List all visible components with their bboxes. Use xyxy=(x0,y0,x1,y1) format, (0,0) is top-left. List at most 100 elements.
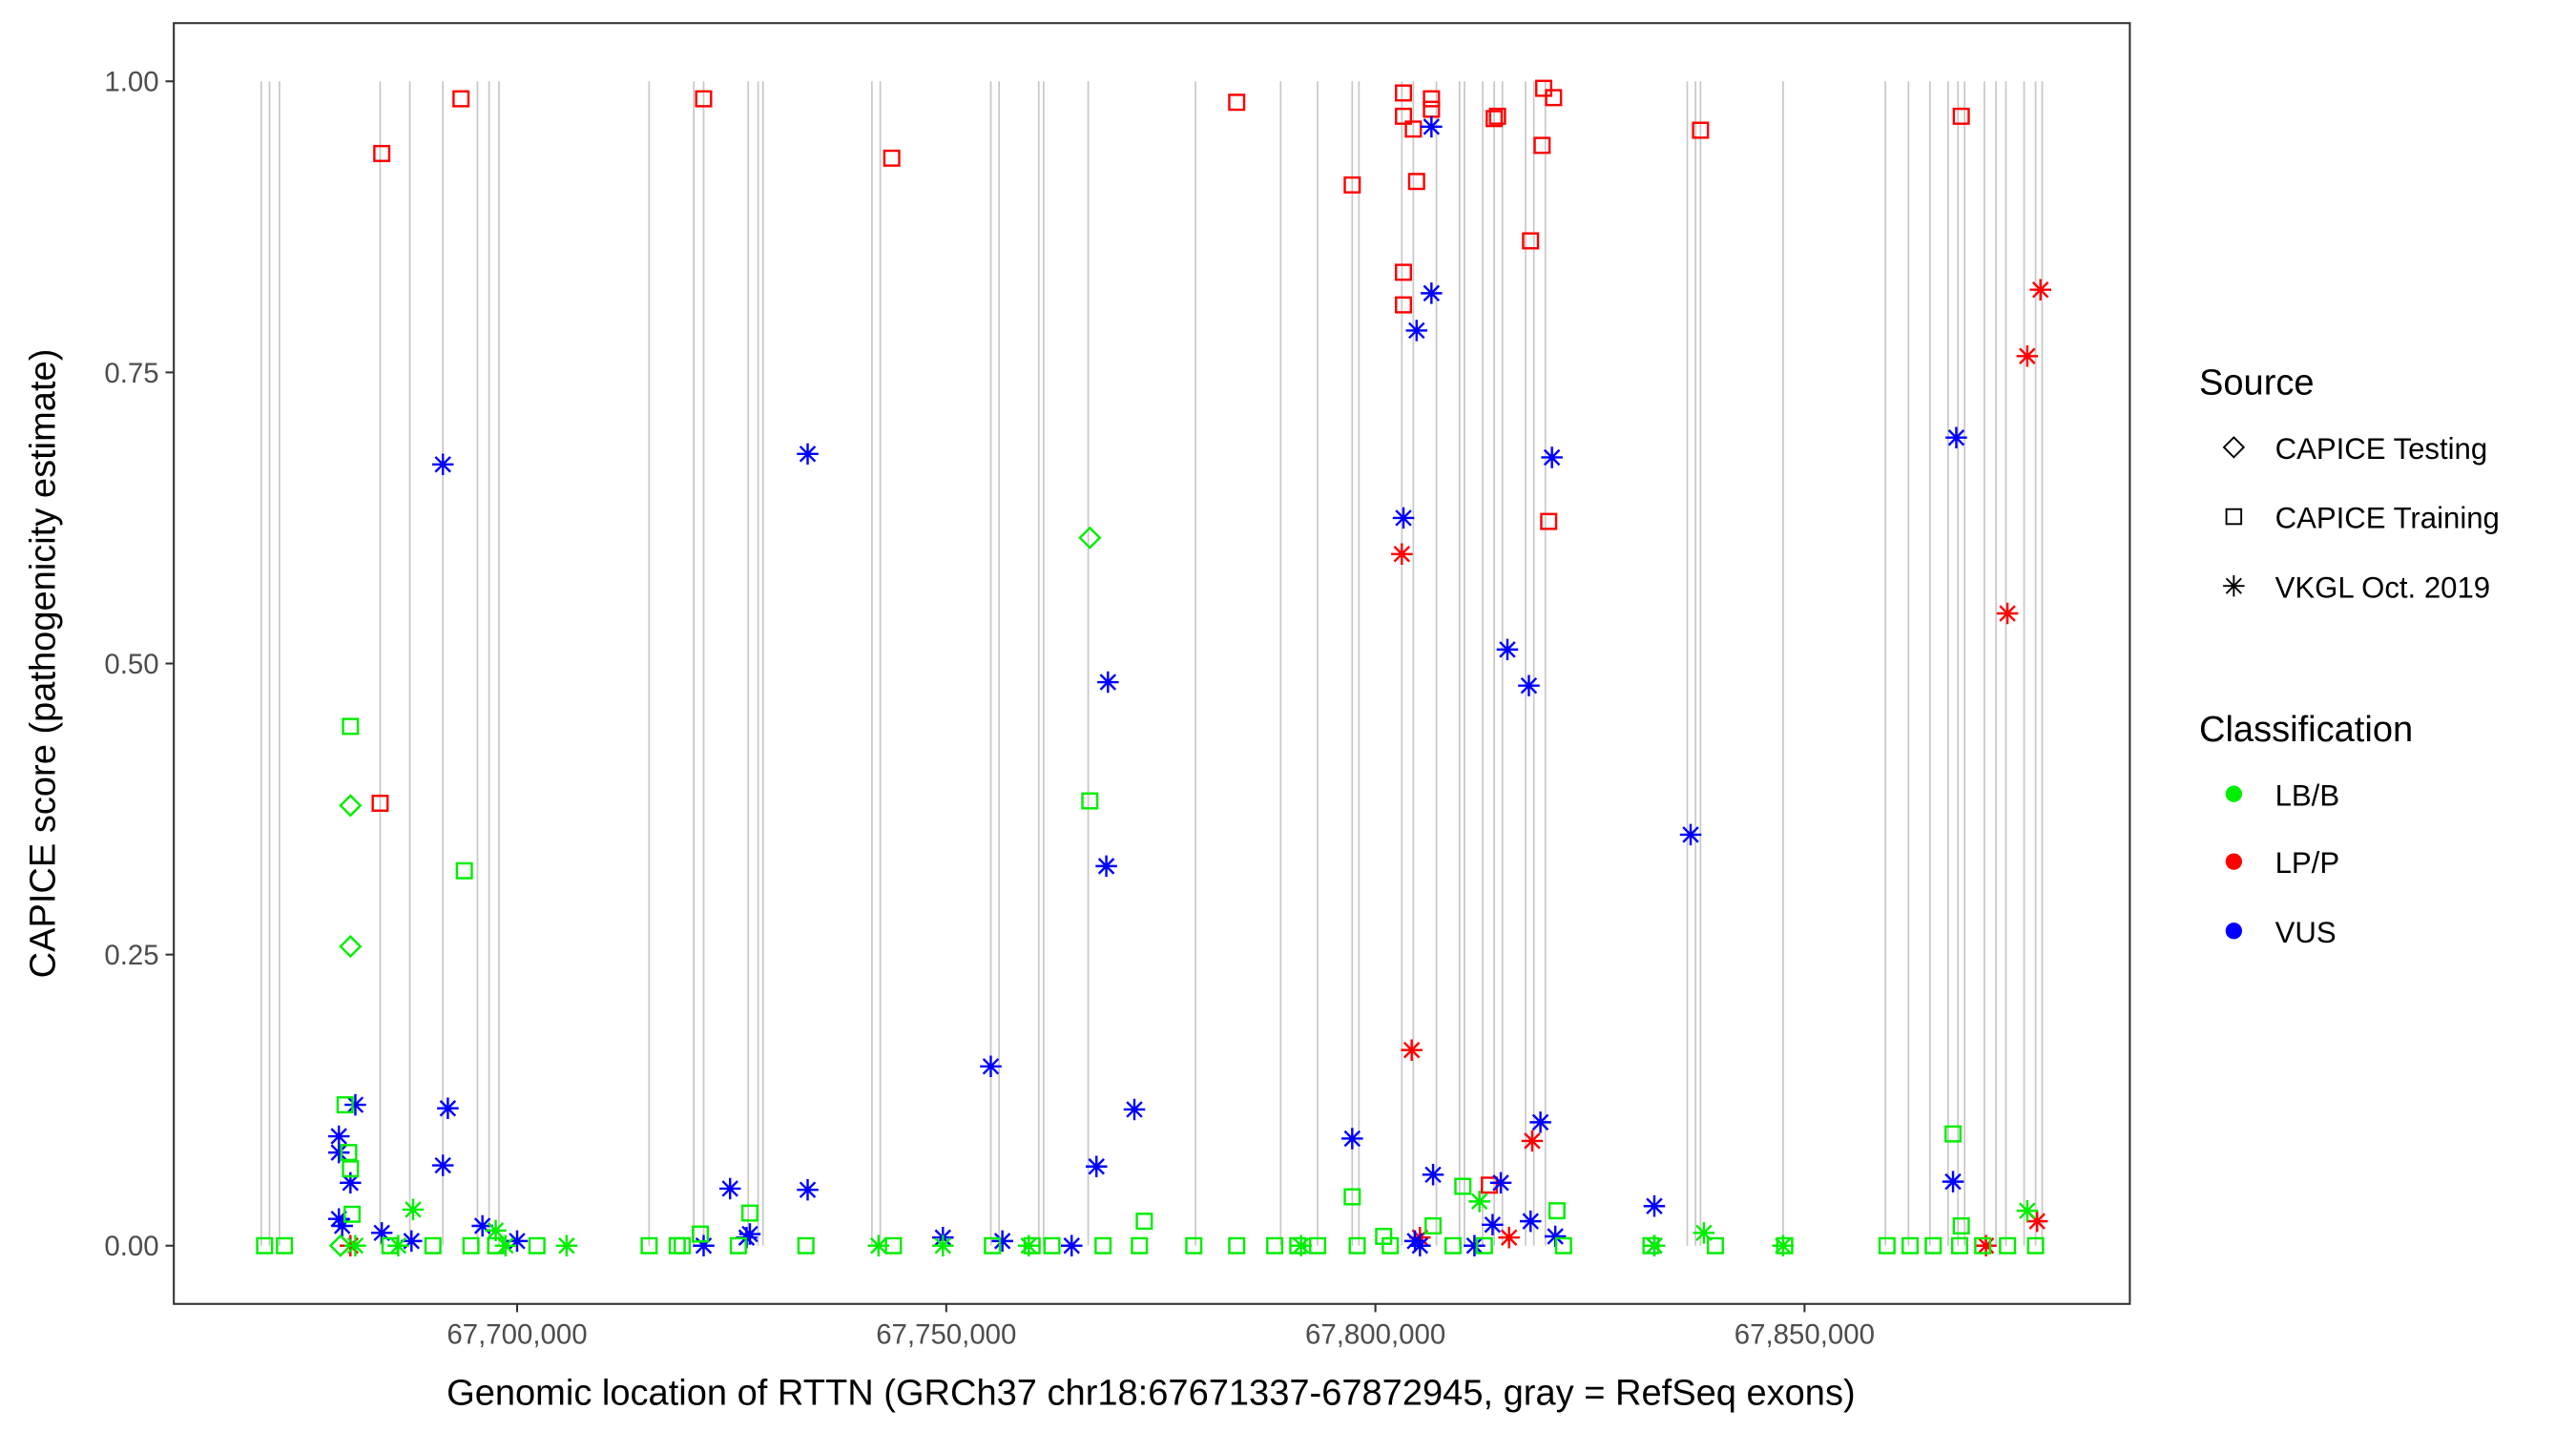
data-points xyxy=(256,79,2051,1257)
point-training-lpp xyxy=(1522,232,1540,250)
point-training-lbb xyxy=(342,717,360,736)
point-vkgl-vus xyxy=(1520,1210,1542,1233)
point-training-lbb xyxy=(1424,1217,1443,1235)
point-training-lbb xyxy=(1454,1177,1472,1195)
point-training-lpp xyxy=(373,144,391,162)
point-training-lbb xyxy=(1944,1125,1963,1143)
point-training-lbb xyxy=(1266,1236,1284,1255)
point-training-lpp xyxy=(695,90,713,108)
point-vkgl-vus xyxy=(1544,1225,1567,1248)
point-vkgl-vus xyxy=(1518,674,1540,696)
point-vkgl-lpp xyxy=(1498,1226,1520,1249)
point-vkgl-vus xyxy=(370,1222,393,1244)
point-training-lpp xyxy=(1545,89,1563,107)
point-vkgl-lpp xyxy=(1975,1234,1997,1257)
point-training-lbb xyxy=(984,1236,1002,1255)
legend-key-testing xyxy=(2222,436,2246,459)
point-training-lbb xyxy=(1135,1213,1153,1231)
point-training-lpp xyxy=(1533,136,1551,155)
point-training-lbb xyxy=(1901,1236,1920,1255)
point-vkgl-vus xyxy=(1945,426,1967,448)
point-training-lbb xyxy=(276,1236,294,1255)
point-training-lpp xyxy=(1404,120,1423,138)
point-training-lpp xyxy=(1480,1176,1498,1194)
point-vkgl-lbb xyxy=(867,1234,890,1257)
point-training-lbb xyxy=(692,1225,710,1243)
point-training-lpp xyxy=(1692,121,1710,139)
point-vkgl-lbb xyxy=(402,1198,425,1221)
point-vkgl-vus xyxy=(1541,446,1563,468)
point-vkgl-vus xyxy=(693,1234,715,1257)
point-vkgl-vus xyxy=(437,1097,459,1119)
point-vkgl-vus xyxy=(1489,1172,1512,1194)
point-training-lbb xyxy=(343,1205,362,1223)
point-vkgl-vus xyxy=(1942,1171,1964,1192)
x-tick-label: 67,750,000 xyxy=(876,1318,1016,1350)
point-vkgl-vus xyxy=(431,1154,454,1176)
point-vkgl-vus xyxy=(718,1177,741,1200)
point-training-lpp xyxy=(1343,176,1361,194)
y-axis: 0.00 0.25 0.50 0.75 1.00 xyxy=(104,67,175,1262)
point-vkgl-vus xyxy=(431,453,454,476)
point-vkgl-lpp xyxy=(2029,279,2051,301)
legend-source-vkgl: VKGL Oct. 2019 xyxy=(2275,570,2491,604)
point-training-lbb xyxy=(1444,1236,1462,1255)
point-vkgl-vus xyxy=(1097,671,1119,694)
point-vkgl-vus xyxy=(340,1172,362,1194)
point-vkgl-vus xyxy=(1409,1234,1431,1257)
point-training-lbb xyxy=(340,1144,358,1162)
point-training-lpp xyxy=(1228,93,1246,112)
point-vkgl-vus xyxy=(1405,320,1428,342)
legend-key-vus xyxy=(2225,923,2242,940)
point-training-lpp xyxy=(883,149,901,167)
point-vkgl-vus xyxy=(344,1093,366,1116)
legend-key-training xyxy=(2225,508,2243,526)
y-tick-label: 0.25 xyxy=(104,940,158,971)
point-training-lbb xyxy=(1974,1236,1992,1255)
point-training-lbb xyxy=(1081,792,1099,810)
point-vkgl-vus xyxy=(506,1230,529,1253)
point-vkgl-lpp xyxy=(2025,1210,2048,1233)
point-training-lbb xyxy=(1343,1188,1361,1206)
point-vkgl-vus xyxy=(1422,1164,1444,1186)
point-training-lbb xyxy=(1381,1236,1400,1255)
point-vkgl-vus xyxy=(1123,1098,1146,1121)
point-vkgl-lbb xyxy=(1290,1234,1312,1257)
point-vkgl-vus xyxy=(327,1208,350,1230)
point-training-lpp xyxy=(1952,107,1970,125)
point-training-lbb xyxy=(1924,1236,1942,1255)
point-vkgl-lbb xyxy=(485,1219,507,1242)
point-vkgl-lbb xyxy=(494,1234,517,1257)
point-training-lbb xyxy=(342,1160,360,1178)
point-training-lbb xyxy=(256,1236,274,1255)
legend-source-training: CAPICE Training xyxy=(2275,502,2500,535)
point-training-lpp xyxy=(1395,107,1413,125)
legend-classification-title: Classification xyxy=(2199,710,2413,750)
point-vkgl-vus xyxy=(797,443,819,466)
y-tick-label: 0.75 xyxy=(104,358,158,389)
point-vkgl-vus xyxy=(1421,115,1443,138)
point-training-lbb xyxy=(1228,1236,1246,1255)
point-vkgl-vus xyxy=(327,1125,350,1148)
legend-class-lbb: LB/B xyxy=(2275,778,2339,812)
legend-class-lpp: LP/P xyxy=(2275,846,2339,880)
point-vkgl-vus xyxy=(1341,1128,1363,1150)
point-vkgl-vus xyxy=(401,1230,423,1253)
legend-key-vkgl xyxy=(2223,574,2245,597)
point-training-lbb xyxy=(528,1236,546,1255)
point-training-lpp xyxy=(1395,296,1413,314)
point-training-lbb xyxy=(1999,1236,2017,1255)
point-training-lbb xyxy=(740,1204,758,1222)
point-training-lbb xyxy=(1950,1236,1968,1255)
point-training-lpp xyxy=(1540,512,1558,530)
point-training-lbb xyxy=(455,861,473,880)
point-vkgl-lbb xyxy=(1018,1234,1040,1257)
point-vkgl-vus xyxy=(991,1230,1013,1253)
point-vkgl-lpp xyxy=(1996,602,2019,625)
point-training-lpp xyxy=(371,794,389,812)
point-training-lpp xyxy=(1407,173,1425,191)
x-axis-title: Genomic location of RTTN (GRCh37 chr18:6… xyxy=(447,1373,1856,1413)
point-training-lbb xyxy=(1131,1236,1149,1255)
point-training-lbb xyxy=(1548,1202,1566,1220)
